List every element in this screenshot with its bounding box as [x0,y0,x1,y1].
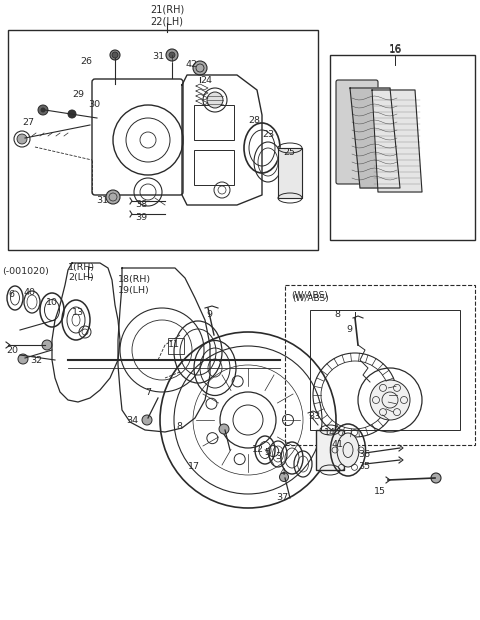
Text: 15: 15 [374,487,386,496]
Text: 38: 38 [135,200,147,209]
Bar [310,310,460,430]
Text: 36: 36 [358,450,370,459]
Circle shape [207,92,223,108]
Text: 1(RH): 1(RH) [68,263,95,272]
Circle shape [142,415,152,425]
FancyBboxPatch shape [336,80,378,184]
Text: 24: 24 [200,76,212,85]
Bar [285,285,475,445]
Text: 32: 32 [30,356,42,365]
Text: 25: 25 [283,148,295,157]
Text: 28: 28 [248,116,260,125]
Text: 11: 11 [168,340,180,349]
Text: 27: 27 [22,118,34,127]
Circle shape [279,472,288,482]
Text: 41: 41 [332,440,344,449]
Text: 31: 31 [96,196,108,205]
Text: 4: 4 [280,468,286,477]
Text: 33: 33 [308,412,320,421]
Text: 16: 16 [388,45,402,55]
Text: 23: 23 [262,130,274,139]
Text: 9: 9 [346,325,352,334]
Text: (W/ABS): (W/ABS) [291,291,328,300]
Circle shape [68,110,76,118]
Text: 21(RH)
22(LH): 21(RH) 22(LH) [150,5,184,27]
Text: 34: 34 [126,416,138,425]
Text: 35: 35 [358,462,370,471]
Text: 17: 17 [188,462,200,471]
Text: 14: 14 [324,428,336,437]
Text: 19(LH): 19(LH) [118,286,150,295]
Circle shape [112,52,118,58]
Text: 37: 37 [276,493,288,502]
Text: 40: 40 [24,288,36,297]
Circle shape [40,107,46,112]
Text: 42: 42 [185,60,197,69]
Circle shape [38,105,48,115]
Text: 9: 9 [206,310,212,319]
Text: (W/ABS): (W/ABS) [292,294,329,303]
Bar [194,105,234,140]
Text: 18(RH): 18(RH) [118,275,151,284]
Circle shape [42,340,52,350]
Text: 8: 8 [334,310,340,319]
Circle shape [219,424,229,434]
Ellipse shape [337,433,359,467]
Polygon shape [278,148,302,198]
Circle shape [431,473,441,483]
Bar [168,338,184,354]
Bar [330,55,475,240]
Text: 30: 30 [88,100,100,109]
Text: 29: 29 [72,90,84,99]
Bar [194,150,234,185]
Text: 31: 31 [152,52,164,61]
Text: 12: 12 [252,445,264,454]
Text: 3: 3 [275,452,281,461]
Text: 39: 39 [135,213,147,222]
Bar [8,30,318,250]
Polygon shape [350,88,400,188]
Text: 7: 7 [145,388,151,397]
Circle shape [110,50,120,60]
Text: 6: 6 [8,290,14,299]
Circle shape [370,380,410,420]
Circle shape [17,134,27,144]
Text: (-001020): (-001020) [2,267,49,276]
Bar [316,430,344,470]
Circle shape [193,61,207,75]
Circle shape [166,49,178,61]
Text: 5: 5 [264,448,270,457]
Text: 26: 26 [80,57,92,66]
Circle shape [169,52,175,58]
Text: 8: 8 [176,422,182,431]
Text: 13: 13 [72,308,84,317]
Text: 20: 20 [6,346,18,355]
Text: 10: 10 [46,298,58,307]
Circle shape [18,354,28,364]
Circle shape [106,190,120,204]
Text: 2(LH): 2(LH) [68,273,94,282]
Text: 16: 16 [388,44,402,54]
Polygon shape [372,90,422,192]
